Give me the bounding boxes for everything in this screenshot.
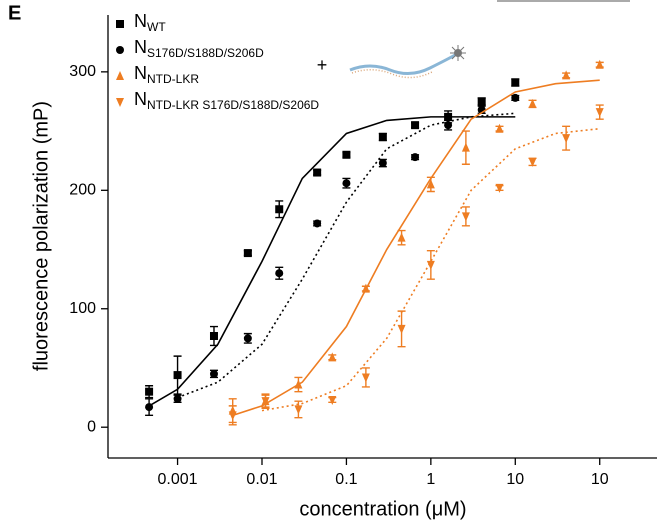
fit-curve [148, 116, 516, 407]
marker [477, 97, 486, 106]
marker [261, 397, 270, 407]
marker [275, 269, 284, 278]
marker [294, 379, 303, 389]
marker [275, 205, 284, 214]
rna-probe-icon [349, 45, 466, 79]
legend-subscript: WT [147, 20, 166, 34]
marker [342, 150, 351, 159]
legend-marker [116, 71, 124, 80]
marker [145, 403, 154, 412]
marker [243, 334, 252, 343]
legend-subscript: NTD-LKR [147, 72, 199, 86]
fit-curve [177, 112, 516, 399]
y-tick-label: 200 [69, 182, 96, 199]
marker [228, 411, 237, 421]
legend-marker [116, 46, 124, 54]
marker [595, 108, 604, 118]
y-tick-label: 300 [69, 63, 96, 80]
panel-label: E [8, 2, 21, 24]
marker [595, 59, 604, 69]
marker [173, 394, 182, 403]
x-tick-label: 1 [426, 471, 435, 488]
legend-plus: + [317, 55, 328, 75]
marker [342, 179, 351, 188]
fit-curve [261, 127, 600, 412]
marker [378, 133, 387, 142]
marker [328, 395, 337, 405]
marker [328, 352, 337, 362]
y-tick-label: 100 [69, 300, 96, 317]
marker [495, 123, 504, 133]
legend-label: NNTD-LKR S176D/S188D/S206D [134, 89, 319, 112]
marker [461, 142, 470, 152]
marker [495, 183, 504, 193]
marker [209, 369, 218, 378]
marker [313, 219, 322, 228]
marker [378, 159, 387, 168]
marker [294, 405, 303, 415]
legend-subscript: S176D/S188D/S206D [147, 46, 264, 60]
marker [209, 331, 218, 340]
fit-curve [232, 79, 600, 417]
legend-subscript: NTD-LKR S176D/S188D/S206D [147, 98, 319, 112]
marker [361, 283, 370, 293]
y-tick-label: 0 [87, 418, 96, 435]
marker [397, 232, 406, 242]
x-axis-label: concentration (μM) [299, 498, 466, 520]
marker [173, 371, 182, 380]
x-tick-label: 0.1 [335, 471, 357, 488]
x-tick-label: 0.01 [246, 471, 277, 488]
marker [243, 249, 252, 258]
legend-label: NS176D/S188D/S206D [134, 37, 264, 60]
marker [145, 387, 154, 396]
legend-name: N [134, 63, 147, 83]
marker [528, 98, 537, 108]
legend-name: N [134, 11, 147, 31]
marker [397, 324, 406, 334]
legend-name: N [134, 89, 147, 109]
y-axis-label: fluorescence polarization (mP) [30, 101, 52, 371]
marker [461, 212, 470, 222]
marker [313, 168, 322, 177]
x-tick-label: 0.001 [158, 471, 198, 488]
marker [444, 112, 453, 121]
x-tick-label: 10 [591, 471, 609, 488]
marker [511, 93, 520, 102]
marker [411, 121, 420, 130]
legend-label: NNTD-LKR [134, 63, 199, 86]
x-tick-label: 10 [506, 471, 524, 488]
marker [426, 179, 435, 189]
marker [426, 260, 435, 270]
marker [444, 121, 453, 130]
marker [562, 70, 571, 80]
marker [511, 78, 520, 87]
legend-marker [116, 20, 124, 28]
marker [411, 153, 420, 162]
legend-name: N [134, 37, 147, 57]
marker [361, 373, 370, 383]
marker [528, 157, 537, 167]
marker [562, 134, 571, 144]
legend-label: NWT [134, 11, 166, 34]
legend-marker [116, 98, 124, 107]
